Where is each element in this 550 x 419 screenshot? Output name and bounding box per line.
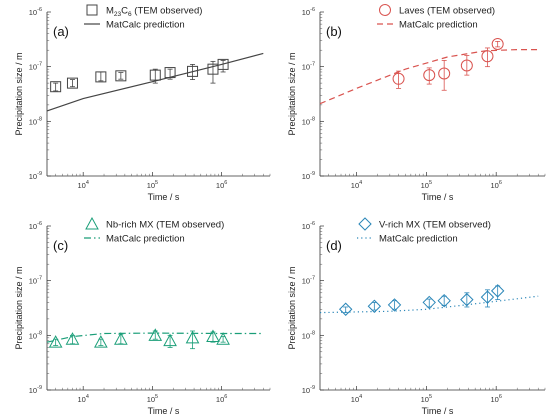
data-point: [423, 69, 436, 82]
data-point: [163, 333, 177, 347]
data-point: [392, 72, 405, 85]
panel-label: (c): [53, 238, 68, 253]
data-point: [422, 295, 436, 310]
legend-marker: [379, 4, 391, 16]
legend-marker: [85, 216, 99, 230]
x-tick-label: 106: [216, 180, 227, 190]
data-point: [480, 290, 495, 304]
data-point: [164, 67, 176, 79]
x-axis-title: Time / s: [422, 192, 454, 202]
x-tick-label: 105: [421, 394, 432, 404]
chart-panel-a: 10-9 10-8 10-7 10-6 104 105 106 Time / s Precipi…: [14, 4, 271, 202]
x-tick-label: 105: [147, 394, 158, 404]
x-tick-label: 105: [421, 180, 432, 190]
x-tick-label: 106: [216, 394, 227, 404]
data-point: [217, 58, 229, 70]
x-tick-label: 104: [77, 394, 88, 404]
data-point: [338, 302, 353, 316]
legend-label-observed: V-rich MX (TEM observed): [379, 220, 491, 231]
data-point: [95, 71, 107, 83]
legend-label-observed: Laves (TEM observed): [399, 6, 495, 17]
data-point: [387, 298, 402, 312]
data-point: [481, 50, 494, 63]
prediction-line: [319, 48, 539, 105]
data-point: [437, 293, 451, 308]
data-point: [460, 292, 474, 307]
y-axis-title: Precipitation size / m: [287, 266, 297, 349]
legend-label-prediction: MatCalc prediction: [106, 20, 185, 31]
data-point: [50, 81, 62, 93]
y-tick-label: 10-6: [302, 7, 315, 17]
y-tick-label: 10-9: [29, 385, 42, 395]
x-tick-label: 106: [490, 180, 501, 190]
data-point: [206, 329, 220, 343]
y-tick-label: 10-7: [29, 276, 42, 286]
y-tick-label: 10-9: [302, 385, 315, 395]
data-point: [115, 70, 127, 82]
y-tick-label: 10-7: [302, 276, 315, 286]
y-axis-title: Precipitation size / m: [14, 266, 24, 349]
legend-label-prediction: MatCalc prediction: [399, 20, 478, 31]
data-point: [491, 37, 504, 50]
y-tick-label: 10-8: [302, 330, 315, 340]
data-point: [48, 335, 63, 348]
y-tick-label: 10-8: [29, 330, 42, 340]
panel-label: (d): [326, 238, 342, 253]
chart-panel-b: 10-9 10-8 10-7 10-6 104 105 106 Time / s Precipi…: [287, 4, 546, 202]
data-point: [367, 299, 382, 313]
x-axis-title: Time / s: [148, 406, 180, 416]
data-point: [438, 67, 451, 80]
data-point: [490, 284, 505, 298]
data-point: [187, 65, 199, 77]
x-tick-label: 106: [490, 394, 501, 404]
data-point: [94, 335, 108, 348]
y-axis-title: Precipitation size / m: [287, 52, 297, 135]
y-tick-label: 10-7: [302, 62, 315, 72]
y-tick-label: 10-6: [302, 221, 315, 231]
y-tick-label: 10-8: [302, 116, 315, 126]
chart-panel-d: 10-9 10-8 10-7 10-6 104 105 106 Time / s Precipi…: [287, 217, 546, 416]
y-tick-label: 10-7: [29, 62, 42, 72]
y-tick-label: 10-6: [29, 221, 42, 231]
x-tick-label: 104: [351, 394, 362, 404]
legend-label-observed: M23C6 (TEM observed): [106, 6, 202, 19]
y-tick-label: 10-6: [29, 7, 42, 17]
chart-panel-c: 10-9 10-8 10-7 10-6 104 105 106 Time / s Precipi…: [14, 216, 271, 416]
data-point: [65, 332, 80, 345]
data-point: [114, 332, 128, 345]
x-tick-label: 104: [77, 180, 88, 190]
y-tick-label: 10-9: [29, 171, 42, 181]
y-tick-label: 10-9: [302, 171, 315, 181]
panel-label: (b): [326, 24, 342, 39]
legend-label-prediction: MatCalc prediction: [379, 234, 458, 245]
prediction-line: [46, 52, 264, 112]
data-point: [149, 69, 161, 81]
y-tick-label: 10-8: [29, 116, 42, 126]
legend-marker: [86, 4, 98, 16]
y-axis-title: Precipitation size / m: [14, 52, 24, 135]
x-axis-title: Time / s: [422, 406, 454, 416]
data-point: [216, 332, 230, 345]
data-point: [460, 59, 473, 72]
data-point: [185, 330, 200, 344]
x-axis-title: Time / s: [148, 192, 180, 202]
x-tick-label: 105: [147, 180, 158, 190]
data-point: [66, 77, 78, 89]
panel-label: (a): [53, 24, 69, 39]
x-tick-label: 104: [351, 180, 362, 190]
legend-marker: [358, 217, 372, 231]
legend-label-prediction: MatCalc prediction: [106, 234, 185, 245]
data-point: [148, 328, 163, 341]
legend-label-observed: Nb-rich MX (TEM observed): [106, 220, 224, 231]
